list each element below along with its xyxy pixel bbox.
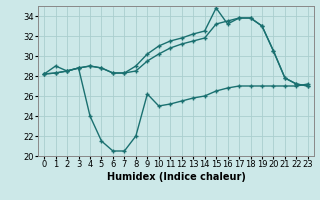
X-axis label: Humidex (Indice chaleur): Humidex (Indice chaleur) [107, 172, 245, 182]
